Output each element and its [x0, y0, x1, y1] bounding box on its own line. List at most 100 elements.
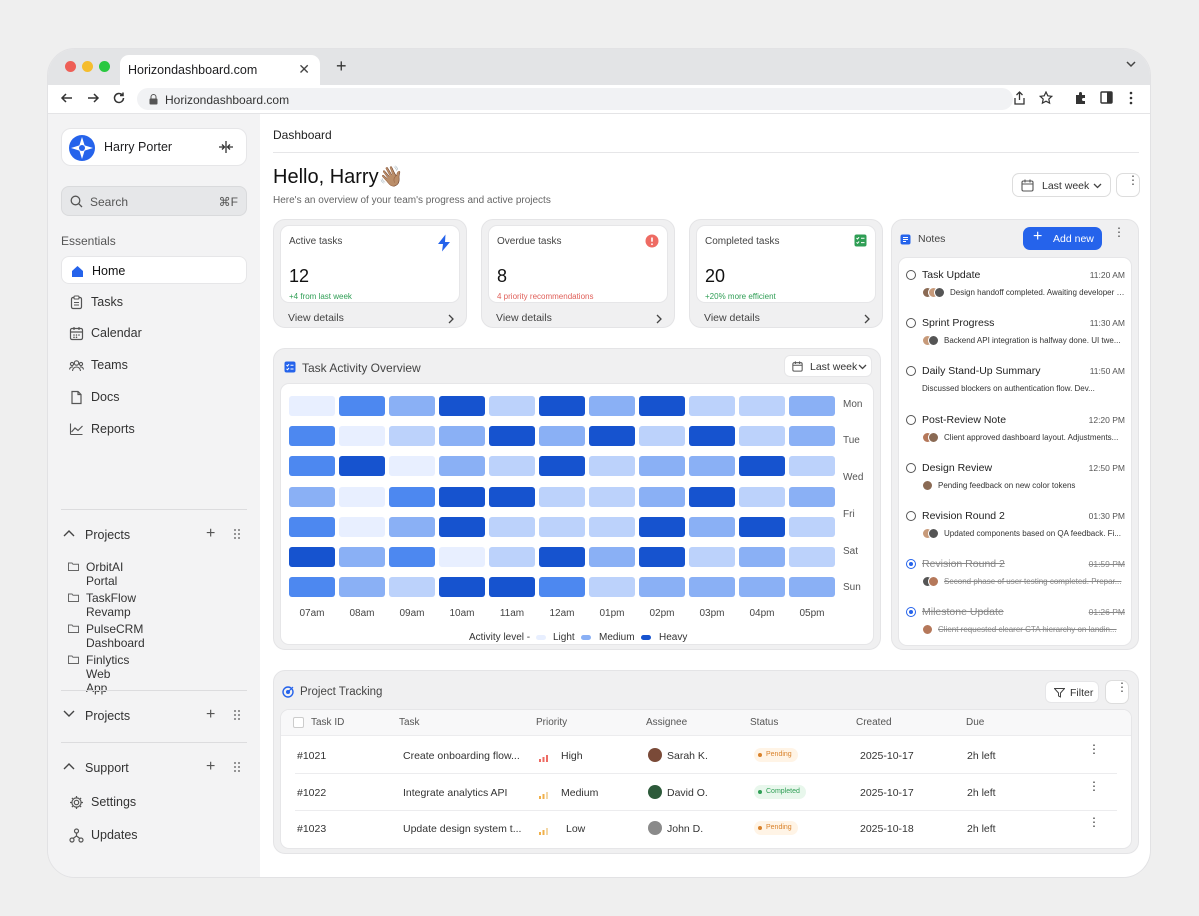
heatmap-cell[interactable]: [589, 426, 635, 447]
sidebar-item-docs[interactable]: Docs: [61, 383, 247, 411]
sidebar-item-home[interactable]: Home: [61, 256, 247, 284]
heatmap-cell[interactable]: [689, 547, 735, 567]
heatmap-cell[interactable]: [339, 456, 385, 477]
activity-range-select[interactable]: Last week: [784, 355, 872, 377]
heatmap-cell[interactable]: [739, 456, 785, 477]
heatmap-cell[interactable]: [289, 547, 335, 567]
user-card[interactable]: Harry Porter: [61, 128, 247, 166]
column-header[interactable]: Assignee: [646, 717, 688, 728]
row-more-icon[interactable]: ⋮: [1088, 815, 1100, 830]
note-item[interactable]: Design Review 12:50 PM Pending feedback on…: [899, 454, 1131, 500]
heatmap-cell[interactable]: [789, 486, 835, 507]
heatmap-cell[interactable]: [389, 426, 435, 447]
heatmap-cell[interactable]: [739, 577, 785, 598]
heatmap-cell[interactable]: [689, 396, 735, 416]
heatmap-cell[interactable]: [439, 456, 485, 477]
chevron-right-icon[interactable]: [448, 313, 454, 327]
heatmap-cell[interactable]: [689, 426, 735, 447]
heatmap-cell[interactable]: [489, 516, 535, 537]
chevron-right-icon[interactable]: [656, 313, 662, 327]
heatmap-cell[interactable]: [789, 547, 835, 567]
note-radio[interactable]: [906, 607, 916, 618]
note-radio[interactable]: [906, 366, 916, 377]
heatmap-cell[interactable]: [389, 577, 435, 598]
column-header[interactable]: Created: [856, 717, 892, 728]
minimize-window-button[interactable]: [82, 61, 93, 72]
add-note-button[interactable]: + Add new: [1023, 227, 1102, 250]
forward-icon[interactable]: [86, 91, 100, 105]
heatmap-cell[interactable]: [389, 547, 435, 567]
note-radio[interactable]: [906, 511, 916, 521]
heatmap-cell[interactable]: [489, 547, 535, 567]
table-row[interactable]: #1022 Integrate analytics API Medium David …: [281, 775, 1131, 811]
heatmap-cell[interactable]: [339, 516, 385, 537]
note-item[interactable]: Post-Review Note 12:20 PM Client approved …: [899, 406, 1131, 452]
heatmap-cell[interactable]: [539, 456, 585, 477]
select-all-checkbox[interactable]: [293, 717, 304, 728]
sidebar-toggle-icon[interactable]: [1100, 91, 1113, 104]
note-item[interactable]: Task Update 11:20 AM Design handoff comple…: [899, 261, 1131, 307]
heatmap-cell[interactable]: [739, 396, 785, 416]
sidebar-item-calendar[interactable]: Calendar: [61, 319, 247, 347]
heatmap-cell[interactable]: [639, 426, 685, 447]
heatmap-cell[interactable]: [389, 456, 435, 477]
row-more-icon[interactable]: ⋮: [1088, 742, 1100, 756]
heatmap-cell[interactable]: [489, 396, 535, 416]
bookmark-star-icon[interactable]: [1039, 91, 1053, 105]
heatmap-cell[interactable]: [639, 547, 685, 567]
heatmap-cell[interactable]: [539, 577, 585, 598]
note-item[interactable]: Daily Stand-Up Summary 11:50 AM Discussed …: [899, 357, 1131, 403]
heatmap-cell[interactable]: [639, 486, 685, 507]
heatmap-cell[interactable]: [639, 516, 685, 537]
drag-handle-icon[interactable]: [233, 761, 241, 773]
column-header[interactable]: Task: [399, 717, 420, 728]
sidebar-item-reports[interactable]: Reports: [61, 415, 247, 443]
add-project-icon[interactable]: +: [206, 706, 216, 723]
more-vertical-icon[interactable]: ⋮: [1113, 225, 1125, 239]
note-item[interactable]: Revision Round 2 01:30 PM Updated componen…: [899, 502, 1131, 548]
heatmap-cell[interactable]: [739, 486, 785, 507]
page-more-button[interactable]: ⋮: [1116, 173, 1140, 197]
heatmap-cell[interactable]: [339, 396, 385, 416]
column-header[interactable]: Priority: [536, 717, 568, 728]
heatmap-cell[interactable]: [389, 486, 435, 507]
view-details-link[interactable]: View details: [704, 312, 760, 324]
note-radio[interactable]: [906, 462, 916, 473]
heatmap-cell[interactable]: [539, 547, 585, 567]
filter-button[interactable]: Filter: [1045, 681, 1099, 703]
heatmap-cell[interactable]: [289, 456, 335, 477]
heatmap-cell[interactable]: [589, 456, 635, 477]
heatmap-cell[interactable]: [639, 577, 685, 598]
heatmap-cell[interactable]: [489, 577, 535, 598]
table-row[interactable]: #1021 Create onboarding flow... High Sarah …: [281, 738, 1131, 774]
extensions-icon[interactable]: [1074, 91, 1088, 105]
heatmap-cell[interactable]: [539, 486, 585, 507]
heatmap-cell[interactable]: [339, 577, 385, 598]
heatmap-cell[interactable]: [289, 396, 335, 416]
note-item[interactable]: Milestone Update 01:26 PM Client requested…: [899, 598, 1131, 644]
heatmap-cell[interactable]: [289, 426, 335, 447]
url-field[interactable]: Horizondashboard.com: [137, 88, 1013, 110]
column-header[interactable]: Status: [750, 717, 779, 728]
heatmap-cell[interactable]: [639, 456, 685, 477]
heatmap-cell[interactable]: [789, 577, 835, 598]
sidebar-item-updates[interactable]: Updates: [61, 821, 247, 849]
view-details-link[interactable]: View details: [288, 312, 344, 324]
heatmap-cell[interactable]: [589, 547, 635, 567]
new-tab-button[interactable]: +: [336, 56, 347, 76]
heatmap-cell[interactable]: [489, 426, 535, 447]
add-support-icon[interactable]: +: [206, 758, 216, 775]
sidebar-item-tasks[interactable]: Tasks: [61, 288, 247, 316]
heatmap-cell[interactable]: [439, 486, 485, 507]
heatmap-cell[interactable]: [389, 516, 435, 537]
back-icon[interactable]: [60, 91, 74, 105]
heatmap-cell[interactable]: [439, 577, 485, 598]
drag-handle-icon[interactable]: [233, 528, 241, 540]
heatmap-cell[interactable]: [289, 577, 335, 598]
heatmap-cell[interactable]: [689, 456, 735, 477]
heatmap-cell[interactable]: [389, 396, 435, 416]
heatmap-cell[interactable]: [789, 396, 835, 416]
heatmap-cell[interactable]: [589, 577, 635, 598]
heatmap-cell[interactable]: [439, 516, 485, 537]
heatmap-cell[interactable]: [339, 547, 385, 567]
